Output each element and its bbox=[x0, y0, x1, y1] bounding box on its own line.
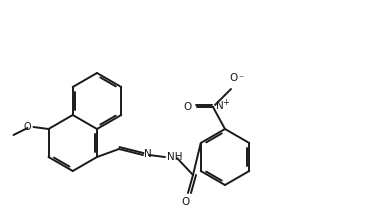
Text: N: N bbox=[216, 101, 224, 111]
Text: NH: NH bbox=[167, 152, 183, 162]
Text: ⁻: ⁻ bbox=[238, 74, 243, 84]
Text: N: N bbox=[144, 149, 152, 159]
Text: +: + bbox=[222, 97, 229, 106]
Text: O: O bbox=[182, 197, 190, 207]
Text: O: O bbox=[24, 122, 31, 132]
Text: O: O bbox=[184, 102, 192, 112]
Text: O: O bbox=[229, 73, 237, 83]
